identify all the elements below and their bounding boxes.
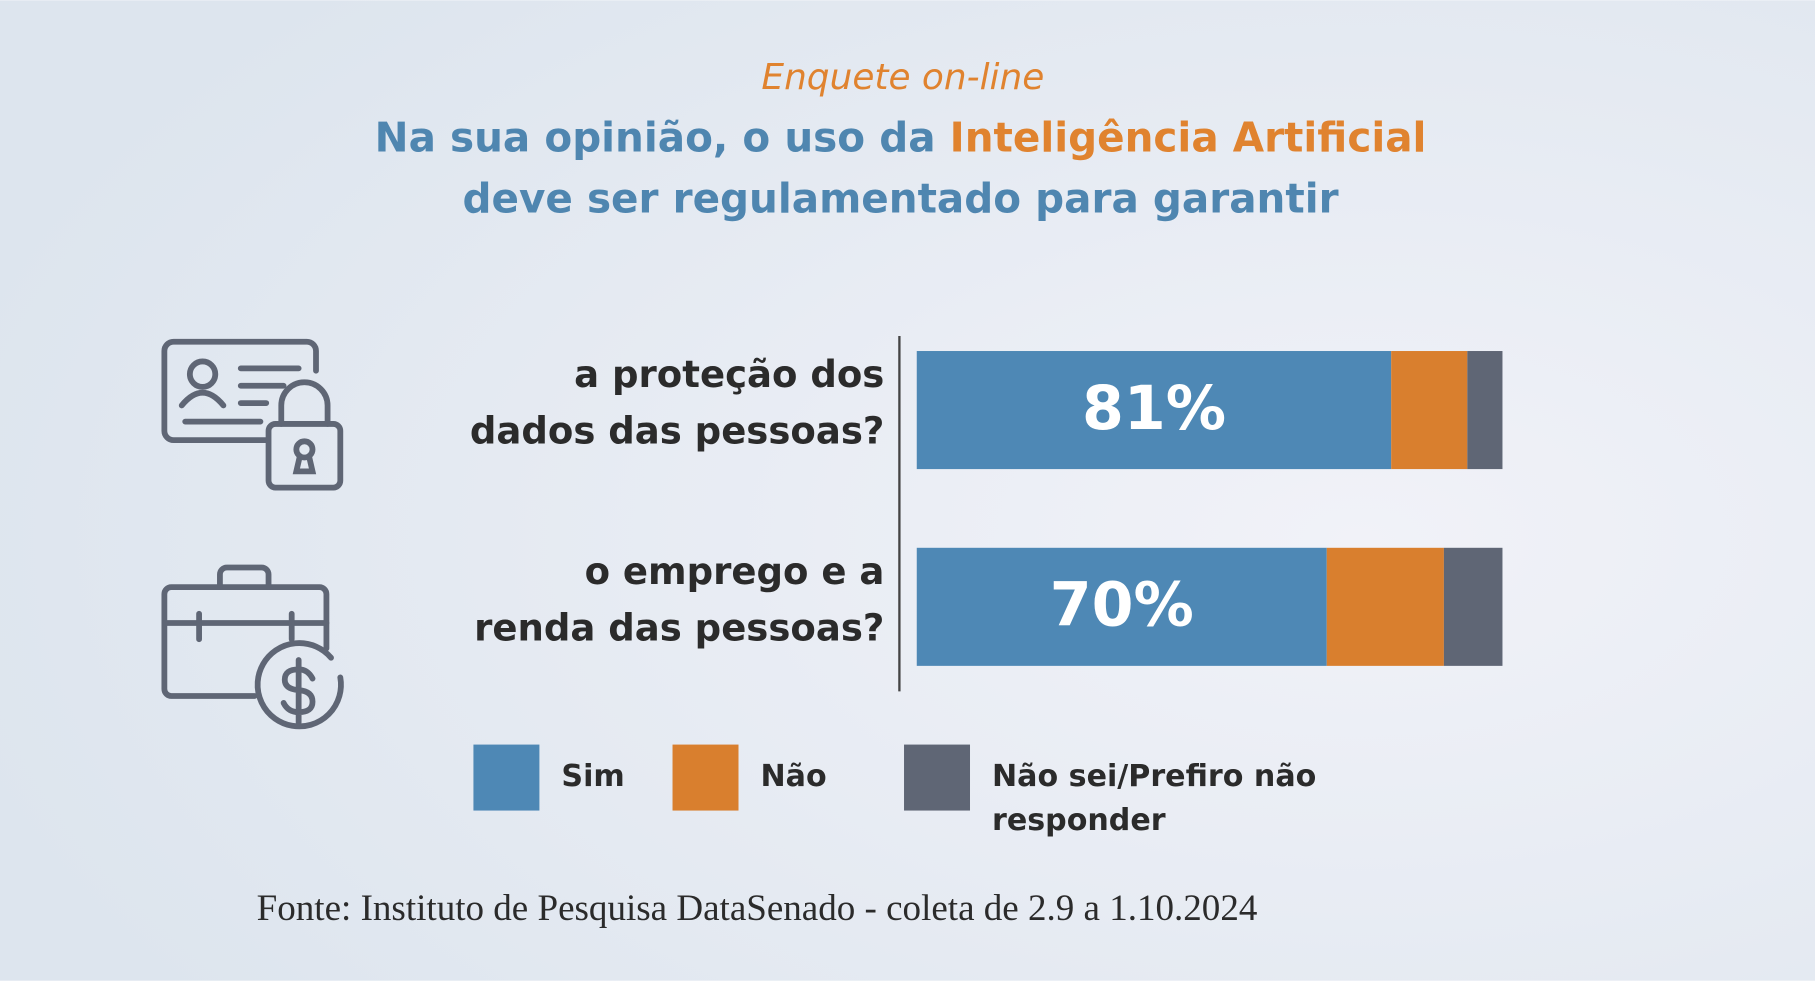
bar-segment [1391,351,1468,470]
legend-label: Não sei/Prefiro não responder [991,759,1317,839]
category-label: renda das pessoas? [474,606,884,649]
title-part: Na sua opinião, o uso da [375,113,936,161]
value-label: 70% [1050,571,1194,641]
legend-label: Não [760,759,827,795]
bar-segment [1326,547,1444,666]
supertitle: Enquete on-line [761,57,1044,98]
legend-item: Não sei/Prefiro não responder [991,759,1317,839]
source: Fonte: Instituto de Pesquisa DataSenado … [257,888,1258,929]
legend-swatch [904,744,971,811]
legend-swatch [672,744,739,811]
title-line: Na sua opinião, o uso da Inteligência Ar… [375,113,1427,161]
bar-segment [1467,351,1503,470]
title-part: Inteligência Artificial [950,113,1427,161]
legend-label: Sim [561,759,625,795]
category-label: a proteção dos [574,353,884,396]
category-label: dados das pessoas? [470,410,884,453]
legend-item: Não [760,759,827,795]
icon-employment [161,564,344,730]
bar-segment [1443,547,1503,666]
bar-segment [916,547,1327,666]
legend-item: Sim [561,759,625,795]
value-label: 81% [1082,374,1226,444]
icon-data-protection [161,338,344,491]
title-part: deve ser regulamentado para garantir [463,175,1339,223]
category-label: o emprego e a [585,550,885,593]
bar-segment [916,351,1392,470]
legend-swatch [473,744,540,811]
